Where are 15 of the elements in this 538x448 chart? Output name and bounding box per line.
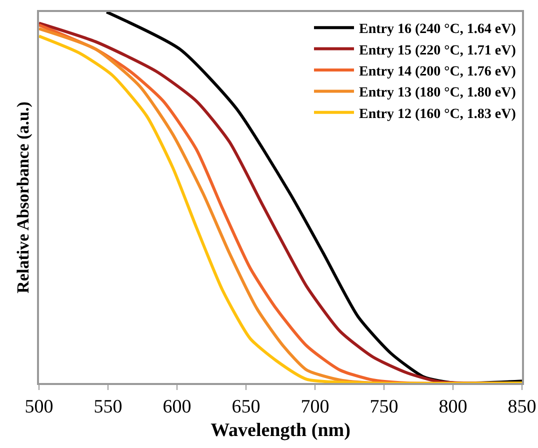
- legend-label: Entry 16 (240 °C, 1.64 eV): [359, 22, 516, 38]
- x-tick-label: 500: [24, 396, 54, 418]
- x-axis-title: Wavelength (nm): [210, 420, 350, 441]
- legend-label: Entry 14 (200 °C, 1.76 eV): [359, 64, 516, 80]
- y-axis-title: Relative Absorbance (a.u.): [13, 102, 32, 294]
- x-tick-label: 550: [94, 396, 122, 418]
- x-tick-label: 850: [508, 396, 536, 418]
- legend-label: Entry 13 (180 °C, 1.80 eV): [359, 86, 516, 101]
- x-tick-label: 800: [438, 396, 468, 418]
- x-tick-label: 750: [370, 396, 398, 418]
- legend-label: Entry 12 (160 °C, 1.83 eV): [359, 106, 516, 122]
- legend-label: Entry 15 (220 °C, 1.71 eV): [359, 43, 516, 58]
- x-tick-label: 700: [300, 396, 330, 418]
- x-tick-label: 600: [162, 396, 192, 418]
- x-tick-label: 650: [232, 396, 260, 418]
